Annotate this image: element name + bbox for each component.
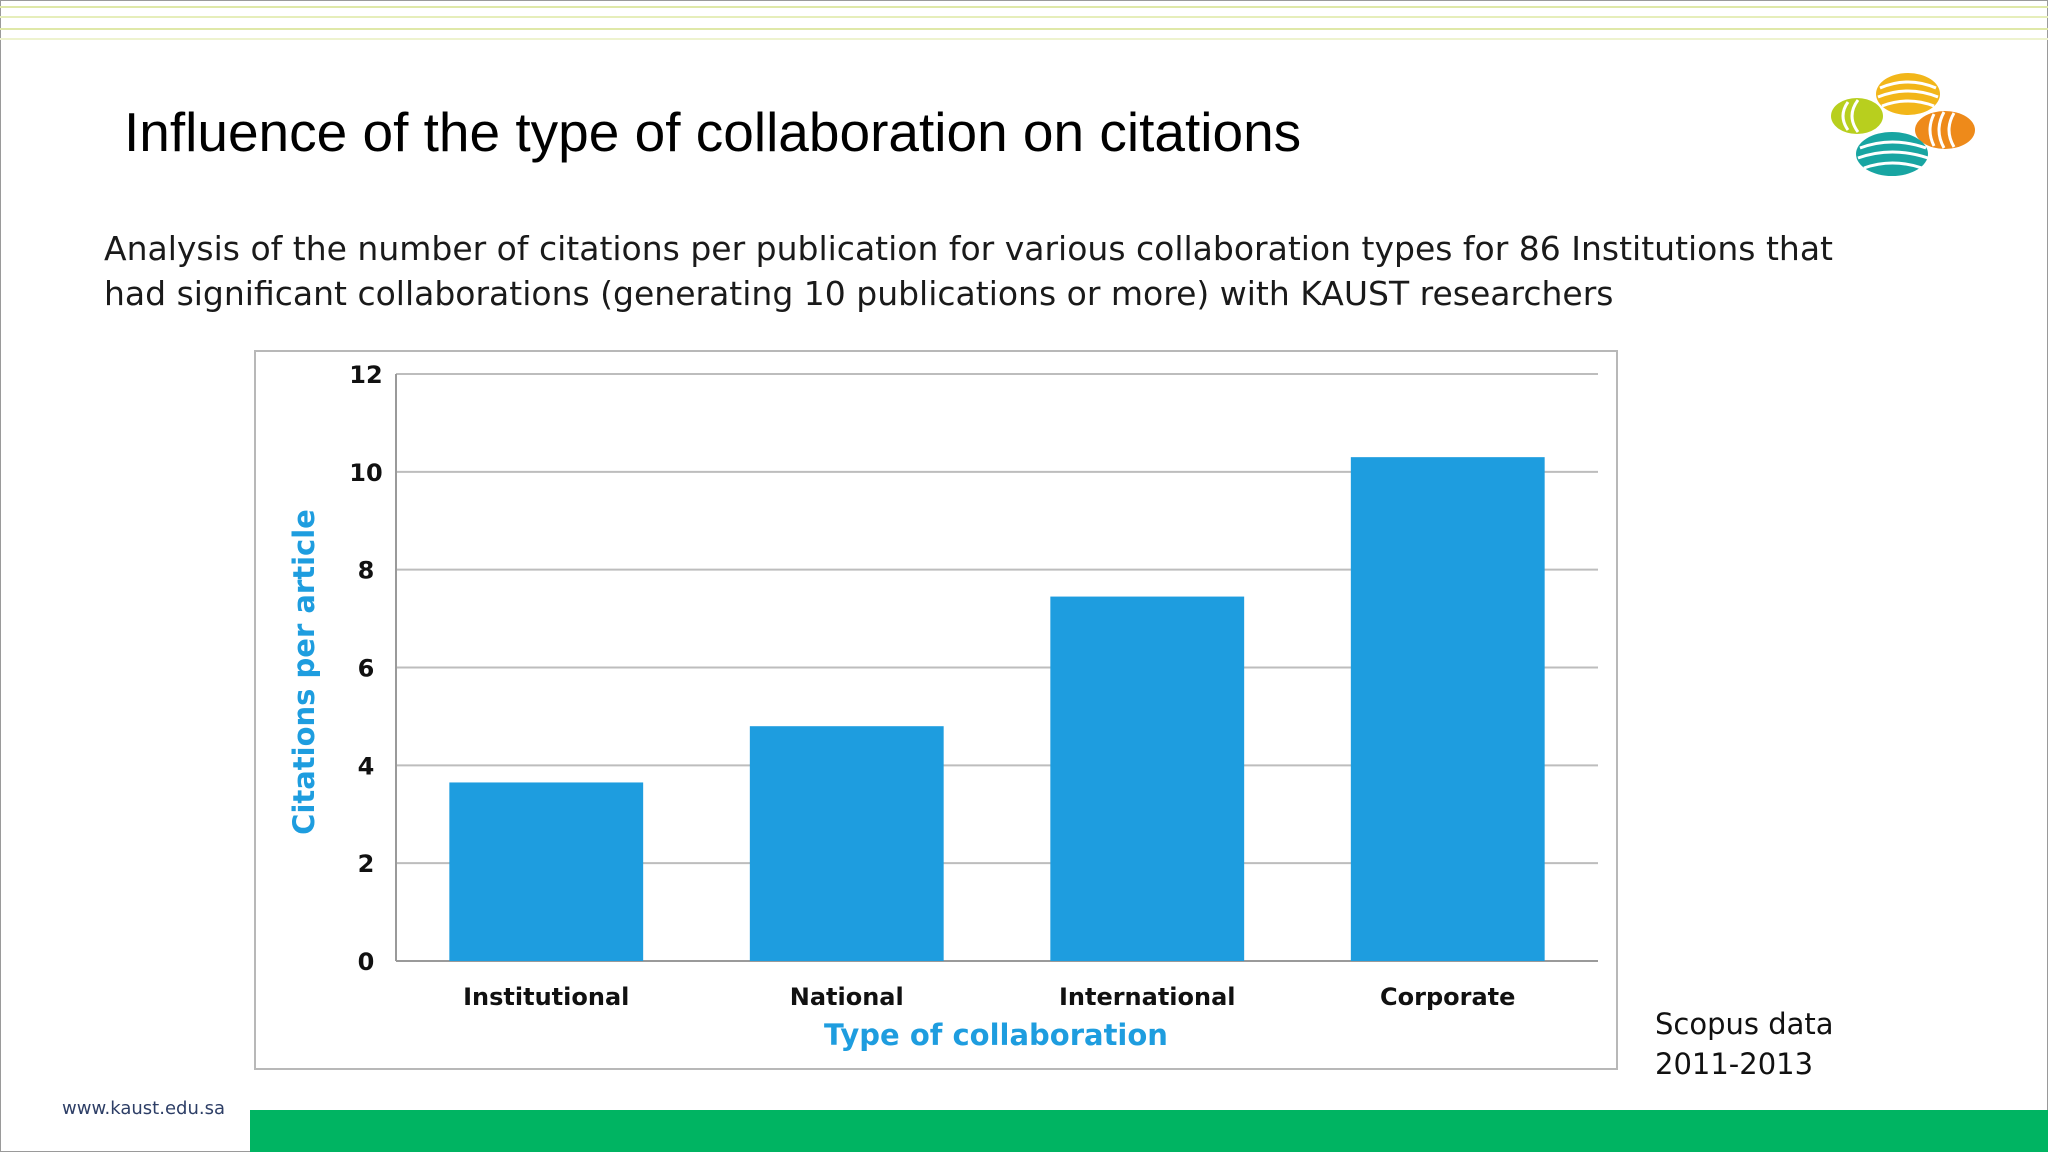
y-tick-label: 10	[349, 459, 382, 487]
x-tick-label: Corporate	[1380, 983, 1515, 1011]
bar-chart: 0 2 4 6 8 10 12 Institutional National Internatio…	[287, 361, 1598, 1052]
source-line-1: Scopus data	[1655, 1007, 1834, 1041]
y-tick-label: 8	[358, 557, 375, 585]
x-tick-label: Institutional	[463, 983, 629, 1011]
y-tick-label: 0	[358, 948, 375, 976]
source-note: Scopus data 2011-2013	[1655, 1004, 1834, 1084]
bar-national	[749, 726, 944, 961]
x-tick-label: National	[790, 983, 904, 1011]
source-line-2: 2011-2013	[1655, 1047, 1814, 1081]
footer-bar	[250, 1110, 2048, 1152]
y-tick-label: 4	[358, 752, 375, 780]
slide-title: Influence of the type of collaboration o…	[124, 101, 1302, 163]
y-tick-label: 12	[349, 361, 382, 389]
bar-corporate	[1350, 457, 1545, 961]
y-tick-label: 6	[358, 655, 375, 683]
x-axis-title: Type of collaboration	[824, 1018, 1168, 1052]
slide-subtitle: Analysis of the number of citations per …	[104, 229, 1833, 313]
y-axis-title: Citations per article	[287, 509, 321, 835]
bar-institutional	[449, 782, 644, 961]
x-tick-label: International	[1059, 983, 1236, 1011]
top-decoration	[0, 6, 2048, 40]
bar-international	[1050, 596, 1245, 961]
y-tick-label: 2	[358, 850, 375, 878]
kaust-logo	[1831, 73, 1975, 176]
footer-url[interactable]: www.kaust.edu.sa	[62, 1098, 225, 1119]
